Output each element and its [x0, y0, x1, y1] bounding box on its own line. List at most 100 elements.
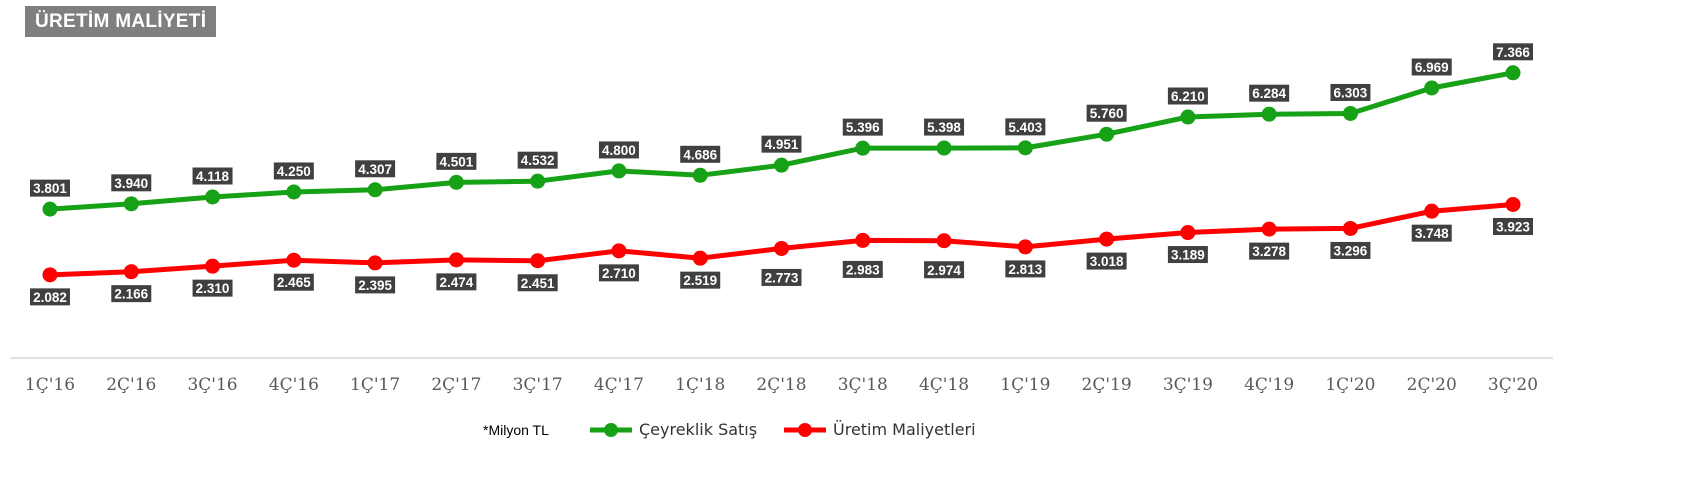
data-point	[123, 196, 139, 212]
data-label-bg	[842, 118, 883, 136]
x-tick-label: 3Ç'16	[187, 375, 237, 395]
data-label-bg	[924, 261, 965, 279]
data-label-text: 2.813	[1008, 262, 1042, 277]
data-label-bg	[680, 271, 721, 289]
data-label: 5.396	[842, 118, 883, 136]
data-label: 4.951	[761, 135, 802, 153]
data-label: 5.760	[1086, 104, 1127, 122]
data-label-text: 5.403	[1008, 120, 1042, 135]
data-label-text: 4.686	[683, 147, 717, 162]
data-point	[42, 201, 58, 217]
data-label-bg	[436, 273, 477, 291]
data-label-text: 2.974	[927, 263, 961, 278]
data-label-bg	[1249, 242, 1290, 260]
x-tick-label: 1Ç'18	[675, 375, 725, 395]
data-label-bg	[1167, 246, 1208, 264]
data-label-bg	[273, 162, 314, 180]
data-point	[692, 250, 708, 266]
data-label-text: 2.474	[439, 275, 473, 290]
x-tick-label: 2Ç'19	[1082, 375, 1132, 395]
x-tick-label: 1Ç'17	[350, 375, 400, 395]
data-label-bg	[842, 260, 883, 278]
data-label: 6.969	[1411, 58, 1452, 76]
data-point	[1180, 225, 1196, 241]
data-label-bg	[111, 285, 152, 303]
data-label-text: 4.250	[277, 164, 311, 179]
data-label-text: 3.940	[114, 176, 148, 191]
data-label: 4.686	[680, 145, 721, 163]
data-point	[205, 258, 221, 274]
data-label: 2.465	[273, 273, 314, 291]
data-label-bg	[517, 151, 558, 169]
data-label: 4.307	[355, 160, 396, 178]
x-tick-label: 4Ç'16	[269, 375, 319, 395]
x-tick-label: 3Ç'20	[1488, 375, 1538, 395]
data-label: 4.501	[436, 152, 477, 170]
data-point	[1342, 220, 1358, 236]
data-label-text: 2.983	[846, 262, 880, 277]
data-point	[936, 233, 952, 249]
data-label: 2.395	[355, 276, 396, 294]
legend-item-series1: Çeyreklik Satış	[590, 420, 757, 439]
data-label: 4.250	[273, 162, 314, 180]
data-label-text: 3.278	[1252, 244, 1286, 259]
data-label-bg	[1411, 58, 1452, 76]
data-label-text: 6.303	[1334, 85, 1368, 100]
data-label: 5.403	[1005, 118, 1046, 136]
data-label-bg	[30, 179, 70, 197]
data-label-text: 3.748	[1415, 226, 1449, 241]
data-label-text: 3.018	[1090, 254, 1124, 269]
data-point	[205, 189, 221, 205]
data-point	[42, 267, 58, 283]
data-label: 2.310	[192, 279, 233, 297]
data-point	[774, 157, 789, 173]
data-label: 7.366	[1493, 43, 1533, 61]
data-point	[530, 173, 546, 189]
data-label-bg	[680, 145, 721, 163]
legend-marker-series1	[604, 423, 618, 437]
legend: *Milyon TL Çeyreklik Satış Üretim Maliye…	[483, 420, 976, 439]
data-label-text: 2.310	[196, 281, 230, 296]
legend-item-series2: Üretim Maliyetleri	[784, 420, 976, 439]
data-label-text: 2.465	[277, 275, 311, 290]
data-label: 2.519	[680, 271, 721, 289]
x-tick-label: 3Ç'18	[838, 375, 888, 395]
data-point	[611, 163, 627, 179]
data-label: 2.773	[761, 268, 802, 286]
data-point	[611, 243, 627, 259]
data-label: 3.940	[111, 174, 152, 192]
data-label-text: 7.366	[1496, 45, 1530, 60]
data-label: 2.451	[517, 274, 558, 292]
data-label-bg	[192, 167, 233, 185]
data-point	[1017, 239, 1033, 255]
data-label: 4.532	[517, 151, 558, 169]
data-label-text: 2.519	[683, 273, 717, 288]
data-label: 2.082	[30, 288, 70, 306]
data-label-bg	[761, 268, 802, 286]
data-label-text: 3.923	[1496, 219, 1530, 234]
data-label-bg	[1249, 84, 1290, 102]
x-tick-label: 4Ç'19	[1244, 375, 1294, 395]
data-label-bg	[273, 273, 314, 291]
data-point	[1261, 221, 1277, 237]
data-label-text: 2.395	[358, 278, 392, 293]
data-label-bg	[1411, 224, 1452, 242]
data-point	[530, 253, 546, 269]
data-label: 6.210	[1167, 87, 1208, 105]
data-label-text: 6.210	[1171, 89, 1205, 104]
data-point	[286, 252, 302, 268]
data-label: 3.923	[1493, 217, 1533, 235]
data-label-bg	[192, 279, 233, 297]
legend-label-series1: Çeyreklik Satış	[639, 420, 757, 439]
data-point	[1424, 203, 1440, 219]
data-label-bg	[1493, 217, 1533, 235]
data-label-bg	[1086, 104, 1127, 122]
data-point	[855, 140, 871, 156]
data-label-text: 3.189	[1171, 248, 1205, 263]
data-label: 3.189	[1167, 246, 1208, 264]
data-point	[367, 255, 383, 271]
x-tick-label: 3Ç'17	[513, 375, 563, 395]
data-point	[448, 252, 464, 268]
data-label-text: 2.710	[602, 266, 636, 281]
